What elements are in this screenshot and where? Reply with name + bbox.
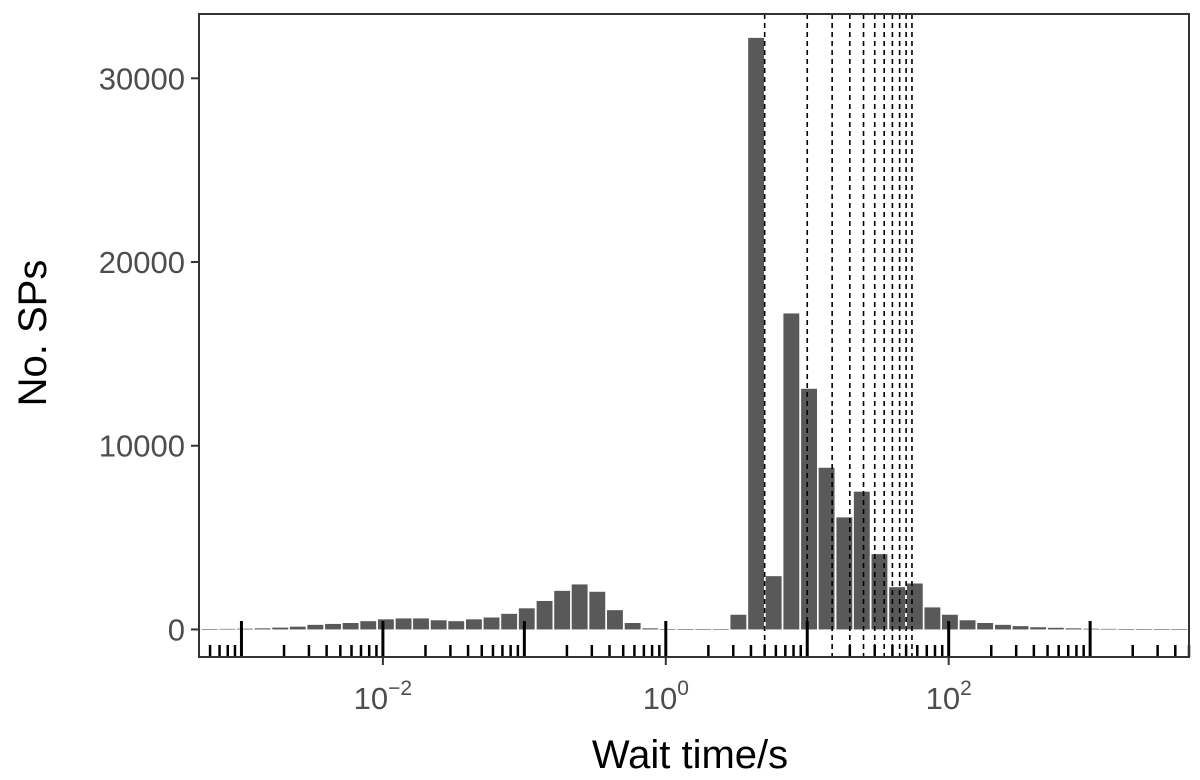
bar xyxy=(483,617,500,630)
bar xyxy=(995,624,1011,630)
bar xyxy=(554,590,571,630)
bar xyxy=(377,619,394,630)
bar xyxy=(1118,629,1135,630)
bar xyxy=(853,491,870,630)
y-tick-label: 0 xyxy=(168,612,185,647)
bar xyxy=(624,623,641,630)
y-tick-label: 10000 xyxy=(99,429,185,464)
bar xyxy=(977,623,994,630)
x-axis-label: Wait time/s xyxy=(592,733,788,777)
bar xyxy=(395,618,412,630)
bar xyxy=(924,607,941,630)
bar xyxy=(677,629,694,630)
bar xyxy=(748,37,765,630)
bar xyxy=(536,600,553,630)
bar xyxy=(237,628,253,630)
bar xyxy=(959,620,976,630)
bar xyxy=(571,584,588,630)
x-tick-label: 10−2 xyxy=(354,677,412,716)
bar xyxy=(1012,626,1029,630)
bar xyxy=(889,587,906,630)
bar xyxy=(712,629,729,630)
y-tick-label: 20000 xyxy=(99,245,185,280)
bar xyxy=(430,620,447,630)
reference-lines-layer xyxy=(763,14,913,657)
x-tick-label: 102 xyxy=(926,677,972,716)
bar xyxy=(1030,627,1047,630)
bar xyxy=(501,613,518,630)
bar xyxy=(289,626,306,630)
y-tick-label: 30000 xyxy=(99,61,185,96)
bar xyxy=(659,629,676,630)
bar xyxy=(465,619,482,630)
bar xyxy=(1171,629,1188,630)
bar xyxy=(783,313,800,630)
bar xyxy=(765,576,782,630)
bar xyxy=(1047,627,1064,630)
bar xyxy=(1100,628,1117,630)
bar xyxy=(307,624,324,630)
bar xyxy=(871,554,888,630)
bar xyxy=(325,623,341,630)
bar xyxy=(1135,629,1152,630)
bar xyxy=(518,608,535,630)
bar xyxy=(413,618,429,630)
panel-border xyxy=(198,13,1190,658)
bar xyxy=(448,621,465,630)
y-axis: 0 10000 20000 30000 xyxy=(99,61,199,647)
bar xyxy=(201,629,218,630)
bar xyxy=(607,610,623,630)
bar xyxy=(254,628,271,630)
bar xyxy=(695,629,712,630)
bar xyxy=(589,591,606,630)
bar xyxy=(219,628,236,630)
bar xyxy=(730,614,747,630)
bar xyxy=(818,467,835,630)
bar xyxy=(342,623,359,630)
y-axis-label: No. SPs xyxy=(11,260,55,407)
bar xyxy=(642,628,659,630)
bar xyxy=(1153,629,1170,630)
bar xyxy=(360,621,377,630)
bar xyxy=(836,517,853,630)
x-tick-label: 100 xyxy=(643,677,689,716)
bar xyxy=(1065,628,1082,630)
bar xyxy=(272,627,289,630)
x-axis: 10−2 100 102 xyxy=(354,657,972,716)
rug-ticks-layer xyxy=(208,621,1191,657)
bar xyxy=(906,583,923,630)
bars-layer xyxy=(201,37,1188,630)
bar xyxy=(801,388,817,630)
